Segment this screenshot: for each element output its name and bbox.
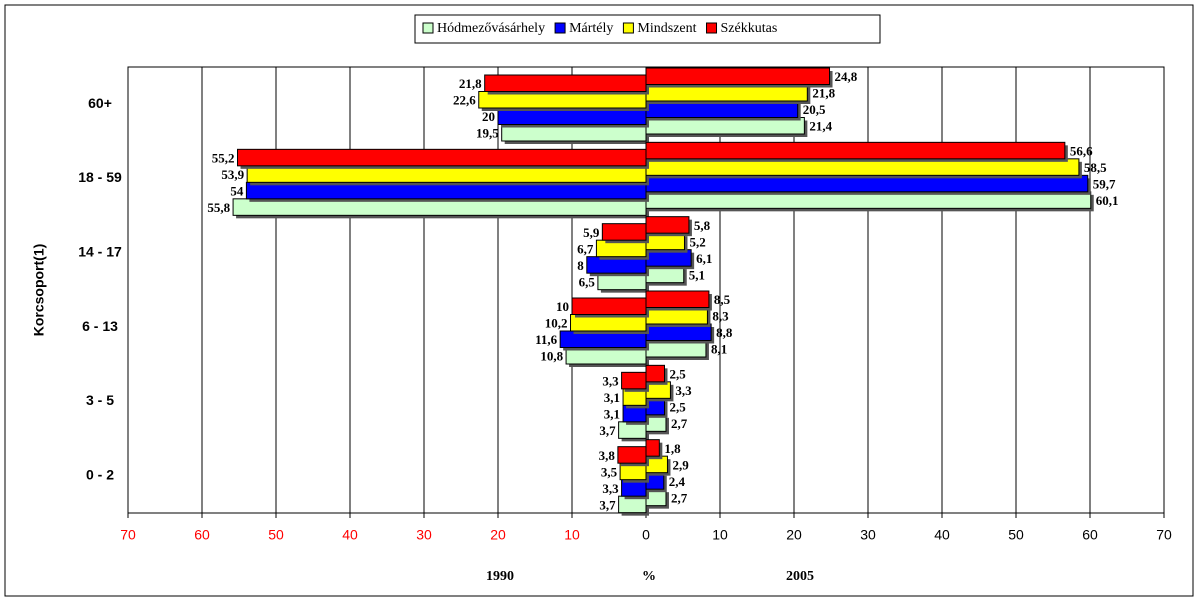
value-label: 10,8 bbox=[540, 349, 563, 364]
legend-swatch bbox=[706, 22, 718, 34]
x-tick-label: 10 bbox=[712, 527, 728, 543]
x-label-left: 1990 bbox=[486, 569, 514, 584]
category-label: 60+ bbox=[88, 95, 112, 111]
value-label: 6,5 bbox=[579, 274, 596, 289]
value-label: 3,1 bbox=[604, 390, 620, 405]
category-label: 3 - 5 bbox=[86, 392, 114, 408]
x-tick-label: 30 bbox=[416, 527, 432, 543]
bar bbox=[645, 216, 690, 234]
value-label: 21,8 bbox=[459, 76, 482, 91]
value-label: 58,5 bbox=[1084, 160, 1107, 175]
value-label: 55,8 bbox=[207, 200, 230, 215]
value-label: 5,2 bbox=[689, 234, 705, 249]
x-tick-label: 10 bbox=[564, 527, 580, 543]
bar bbox=[645, 364, 665, 383]
x-tick-label: 40 bbox=[934, 527, 950, 543]
x-tick-label: 20 bbox=[490, 527, 506, 543]
bar bbox=[571, 297, 647, 315]
value-label: 2,7 bbox=[671, 416, 688, 431]
x-tick-label: 60 bbox=[194, 527, 210, 543]
value-label: 59,7 bbox=[1093, 177, 1116, 192]
value-label: 3,7 bbox=[599, 423, 616, 438]
value-label: 10 bbox=[556, 299, 569, 314]
value-label: 24,8 bbox=[835, 69, 858, 84]
bar bbox=[237, 148, 647, 167]
value-label: 22,6 bbox=[453, 93, 476, 108]
y-axis-label: Korcsoport(1) bbox=[31, 244, 47, 337]
bar bbox=[601, 223, 647, 241]
value-label: 56,6 bbox=[1070, 144, 1093, 159]
legend-swatch bbox=[422, 22, 434, 34]
value-label: 11,6 bbox=[535, 332, 558, 347]
x-tick-label: 20 bbox=[786, 527, 802, 543]
value-label: 8 bbox=[577, 258, 584, 273]
category-label: 0 - 2 bbox=[86, 467, 114, 483]
x-label-right: 2005 bbox=[786, 569, 814, 584]
value-label: 54 bbox=[230, 184, 244, 199]
legend-label: Mindszent bbox=[637, 21, 696, 36]
value-label: 2,4 bbox=[669, 474, 686, 489]
value-label: 3,3 bbox=[602, 374, 619, 389]
category-label: 6 - 13 bbox=[82, 318, 118, 334]
value-label: 53,9 bbox=[221, 167, 244, 182]
value-label: 3,5 bbox=[601, 464, 618, 479]
value-label: 19,5 bbox=[476, 126, 499, 141]
value-label: 8,5 bbox=[714, 292, 731, 307]
value-label: 20,5 bbox=[803, 102, 826, 117]
value-label: 8,3 bbox=[712, 309, 729, 324]
value-label: 21,4 bbox=[809, 119, 832, 134]
x-tick-label: 30 bbox=[860, 527, 876, 543]
value-label: 20 bbox=[482, 109, 495, 124]
bar bbox=[484, 74, 647, 92]
value-label: 3,8 bbox=[599, 448, 616, 463]
value-label: 5,9 bbox=[583, 225, 600, 240]
value-label: 5,8 bbox=[694, 218, 711, 233]
value-label: 55,2 bbox=[212, 151, 235, 166]
value-label: 6,1 bbox=[696, 251, 712, 266]
value-label: 2,9 bbox=[672, 457, 689, 472]
bar bbox=[645, 67, 831, 85]
category-label: 14 - 17 bbox=[78, 244, 122, 260]
value-label: 3,1 bbox=[604, 407, 620, 422]
legend-swatch bbox=[622, 22, 634, 34]
bar bbox=[621, 371, 647, 390]
category-label: 18 - 59 bbox=[78, 169, 122, 185]
value-label: 21,8 bbox=[812, 86, 835, 101]
value-label: 60,1 bbox=[1096, 193, 1119, 208]
x-tick-label: 60 bbox=[1082, 527, 1098, 543]
x-tick-label: 40 bbox=[342, 527, 358, 543]
bar bbox=[645, 439, 660, 457]
x-tick-label: 50 bbox=[1008, 527, 1024, 543]
value-label: 5,1 bbox=[689, 267, 705, 282]
x-tick-label: 0 bbox=[642, 527, 650, 543]
value-label: 3,7 bbox=[599, 497, 616, 512]
value-label: 3,3 bbox=[602, 481, 619, 496]
bar bbox=[617, 446, 647, 464]
value-label: 6,7 bbox=[577, 241, 594, 256]
value-label: 8,8 bbox=[716, 325, 733, 340]
legend-box bbox=[414, 14, 881, 44]
legend-label: Hódmezővásárhely bbox=[437, 21, 545, 36]
x-tick-label: 50 bbox=[268, 527, 284, 543]
value-label: 10,2 bbox=[545, 316, 568, 331]
value-label: 8,1 bbox=[711, 342, 727, 357]
bar bbox=[645, 141, 1066, 160]
bar bbox=[645, 290, 710, 308]
x-label-center: % bbox=[642, 569, 656, 584]
legend-label: Székkutas bbox=[721, 21, 778, 36]
x-tick-label: 70 bbox=[1156, 527, 1172, 543]
x-tick-label: 70 bbox=[120, 527, 136, 543]
value-label: 2,5 bbox=[670, 367, 687, 382]
value-label: 3,3 bbox=[675, 383, 692, 398]
value-label: 2,7 bbox=[671, 490, 688, 505]
value-label: 1,8 bbox=[664, 441, 681, 456]
legend-label: Mártély bbox=[569, 21, 613, 36]
value-label: 2,5 bbox=[670, 400, 687, 415]
legend-swatch bbox=[554, 22, 566, 34]
